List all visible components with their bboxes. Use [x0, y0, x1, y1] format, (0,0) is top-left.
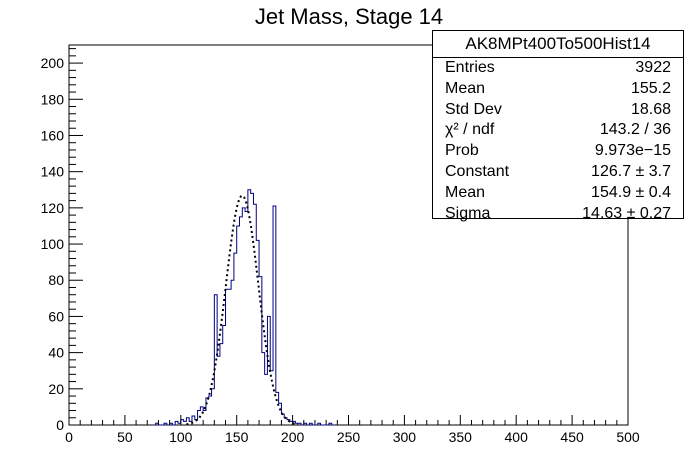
stats-row: Prob 9.973e−15 — [433, 141, 683, 162]
histogram-series — [152, 189, 335, 426]
stats-label: Constant — [445, 162, 510, 180]
x-tick-label: 100 — [169, 429, 193, 445]
y-tick-label: 80 — [48, 272, 64, 288]
y-tick-label: 120 — [41, 200, 65, 216]
stats-value: 143.2 / 36 — [599, 121, 671, 139]
stats-row: Sigma 14.63 ± 0.27 — [433, 204, 683, 225]
stats-label: χ² / ndf — [445, 121, 495, 139]
y-tick-label: 60 — [48, 308, 64, 324]
x-tick-label: 450 — [560, 429, 584, 445]
stats-row: Constant 126.7 ± 3.7 — [433, 162, 683, 183]
stats-title: AK8MPt400To500Hist14 — [433, 31, 683, 58]
stats-value: 154.9 ± 0.4 — [591, 183, 671, 201]
stats-box: AK8MPt400To500Hist14 Entries 3922 Mean 155.… — [432, 30, 684, 222]
x-tick-label: 50 — [117, 429, 133, 445]
stats-row: Std Dev 18.68 — [433, 100, 683, 121]
y-tick-label: 200 — [41, 55, 65, 71]
stats-rows: Entries 3922 Mean 155.2 Std Dev 18.68 χ² / ndf… — [433, 58, 683, 224]
gaussian-fit-curve — [186, 194, 299, 426]
stats-label: Entries — [445, 59, 495, 76]
stats-row: Mean 155.2 — [433, 79, 683, 100]
x-tick-label: 350 — [449, 429, 473, 445]
stats-value: 18.68 — [630, 100, 671, 118]
plot-area: 0 50 100 150 200 250 300 350 400 450 500 0 20 40 60 80… — [41, 44, 640, 445]
x-tick-label: 500 — [616, 429, 640, 445]
stats-label: Mean — [445, 79, 486, 97]
stats-row: Entries 3922 — [433, 58, 683, 79]
x-tick-label: 250 — [337, 429, 361, 445]
y-axis: 0 20 40 60 80 100 120 140 160 180 200 — [41, 48, 83, 433]
stats-label: Prob — [445, 142, 479, 160]
x-tick-label: 200 — [281, 429, 305, 445]
y-tick-label: 0 — [56, 417, 64, 433]
stats-label: Sigma — [445, 204, 491, 222]
stats-value: 155.2 — [630, 79, 671, 97]
y-tick-label: 100 — [41, 236, 65, 252]
x-tick-label: 0 — [65, 429, 73, 445]
x-tick-label: 300 — [393, 429, 417, 445]
y-tick-label: 180 — [41, 91, 65, 107]
stats-row: χ² / ndf 143.2 / 36 — [433, 120, 683, 141]
x-tick-label: 400 — [505, 429, 529, 445]
y-tick-label: 20 — [48, 381, 64, 397]
stats-value: 126.7 ± 3.7 — [591, 162, 671, 180]
stats-value: 9.973e−15 — [594, 142, 671, 160]
stats-row: Mean 154.9 ± 0.4 — [433, 183, 683, 204]
x-tick-label: 150 — [225, 429, 249, 445]
stats-label: Mean — [445, 183, 486, 201]
stats-label: Std Dev — [445, 100, 502, 118]
y-tick-label: 140 — [41, 164, 65, 180]
y-tick-label: 40 — [48, 345, 64, 361]
chart-title: Jet Mass, Stage 14 — [255, 4, 443, 29]
stats-value: 3922 — [635, 59, 671, 76]
stats-value: 14.63 ± 0.27 — [582, 204, 671, 222]
y-tick-label: 160 — [41, 127, 65, 143]
x-axis: 0 50 100 150 200 250 300 350 400 450 500 — [65, 415, 640, 445]
